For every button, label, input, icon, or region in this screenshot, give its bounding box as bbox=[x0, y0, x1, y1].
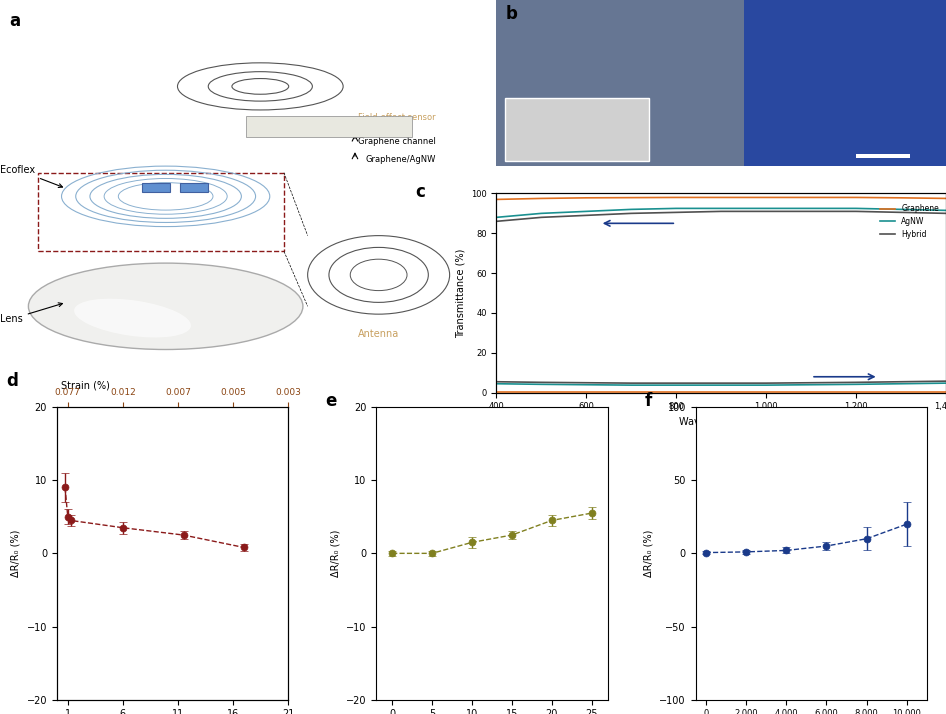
Hybrid bbox=[625, 209, 637, 218]
Hybrid bbox=[491, 217, 502, 226]
Text: Graphene channel: Graphene channel bbox=[358, 137, 435, 146]
Bar bbox=[142, 183, 170, 192]
Graphene bbox=[491, 195, 502, 203]
Bar bbox=[744, 0, 946, 166]
Text: e: e bbox=[325, 393, 337, 411]
AgNW bbox=[940, 206, 946, 215]
Text: a: a bbox=[9, 11, 21, 30]
Text: Antenna: Antenna bbox=[358, 328, 399, 339]
Bar bbox=[180, 183, 208, 192]
AgNW bbox=[895, 205, 906, 213]
Line: Graphene: Graphene bbox=[497, 198, 946, 199]
Text: c: c bbox=[415, 183, 426, 201]
Hybrid bbox=[940, 209, 946, 218]
Graphene bbox=[625, 193, 637, 202]
Text: ////: //// bbox=[324, 122, 335, 131]
AgNW bbox=[715, 204, 727, 213]
AgNW bbox=[491, 213, 502, 221]
Bar bbox=[497, 0, 744, 166]
Hybrid bbox=[805, 207, 816, 216]
AgNW bbox=[850, 204, 862, 213]
Text: b: b bbox=[505, 5, 517, 23]
AgNW bbox=[805, 204, 816, 213]
AgNW bbox=[625, 205, 637, 213]
FancyBboxPatch shape bbox=[246, 116, 412, 137]
X-axis label: Wavelength (nm): Wavelength (nm) bbox=[679, 417, 763, 427]
Graphene bbox=[715, 193, 727, 202]
Ellipse shape bbox=[74, 298, 191, 338]
Line: AgNW: AgNW bbox=[497, 208, 946, 217]
Y-axis label: ΔR/R₀ (%): ΔR/R₀ (%) bbox=[330, 530, 341, 577]
Graphene bbox=[850, 193, 862, 202]
Text: Field-effect sensor: Field-effect sensor bbox=[358, 114, 435, 122]
Y-axis label: ΔR/R₀ (%): ΔR/R₀ (%) bbox=[11, 530, 21, 577]
Hybrid bbox=[850, 207, 862, 216]
Bar bbox=[38, 173, 284, 251]
AgNW bbox=[671, 204, 682, 213]
Graphene bbox=[581, 193, 592, 202]
Graphene bbox=[761, 193, 772, 202]
AgNW bbox=[581, 207, 592, 216]
AgNW bbox=[761, 204, 772, 213]
Text: f: f bbox=[644, 393, 652, 411]
Bar bbox=[505, 98, 649, 161]
Text: Ecoflex: Ecoflex bbox=[0, 165, 62, 188]
Legend: Graphene, AgNW, Hybrid: Graphene, AgNW, Hybrid bbox=[877, 201, 942, 242]
Graphene bbox=[671, 193, 682, 202]
Text: d: d bbox=[6, 372, 18, 390]
Line: Hybrid: Hybrid bbox=[497, 211, 946, 221]
Hybrid bbox=[761, 207, 772, 216]
Graphene bbox=[940, 194, 946, 203]
Bar bbox=[856, 154, 910, 158]
Ellipse shape bbox=[28, 263, 303, 350]
Hybrid bbox=[535, 213, 547, 221]
Text: Lens: Lens bbox=[0, 303, 62, 324]
Hybrid bbox=[895, 208, 906, 216]
Text: Graphene/AgNW: Graphene/AgNW bbox=[365, 154, 435, 164]
Graphene bbox=[535, 194, 547, 203]
Y-axis label: Transmittance (%): Transmittance (%) bbox=[455, 248, 465, 338]
Y-axis label: ΔR/R₀ (%): ΔR/R₀ (%) bbox=[644, 530, 654, 577]
Text: Strain (%): Strain (%) bbox=[61, 381, 110, 391]
Hybrid bbox=[671, 208, 682, 216]
Graphene bbox=[805, 193, 816, 202]
AgNW bbox=[535, 209, 547, 218]
Hybrid bbox=[715, 207, 727, 216]
Hybrid bbox=[581, 211, 592, 220]
Graphene bbox=[895, 193, 906, 202]
